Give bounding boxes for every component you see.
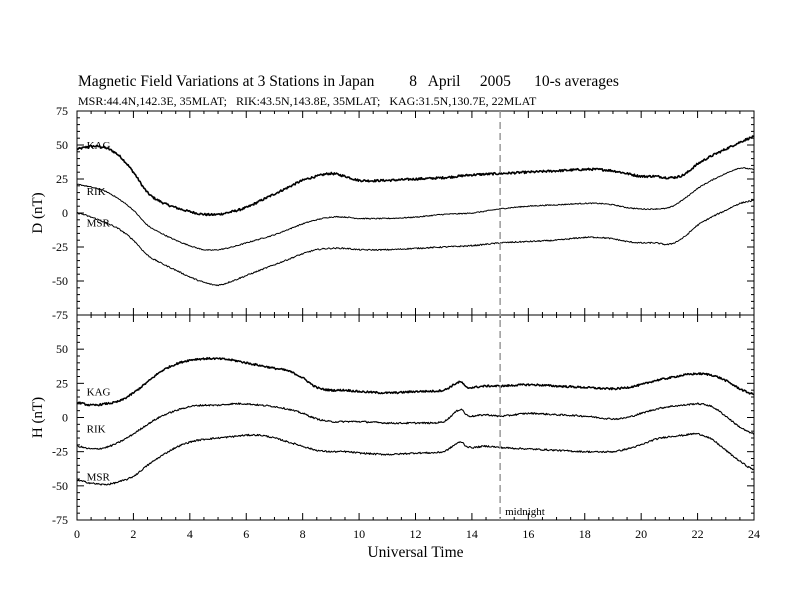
series-layer xyxy=(76,135,755,486)
station-coordinates: MSR:44.4N,142.3E, 35MLAT; RIK:43.5N,143.… xyxy=(78,94,537,108)
y-tick-label: 0 xyxy=(62,411,68,425)
series-line-msr-panel-2 xyxy=(76,432,755,486)
x-axis-label: Universal Time xyxy=(367,544,463,561)
x-tick-label: 16 xyxy=(522,527,534,541)
y-axis-label: D (nT) xyxy=(30,192,46,233)
y-tick-label: 25 xyxy=(56,376,68,390)
x-tick-label: 20 xyxy=(635,527,647,541)
series-label-kag: KAG xyxy=(87,387,111,399)
series-line-kag-panel-2 xyxy=(76,356,755,407)
series-line-rik-panel-1 xyxy=(76,167,755,251)
title-month: April xyxy=(427,73,461,90)
y-axis-label: H (nT) xyxy=(30,397,46,438)
x-tick-label: 10 xyxy=(353,527,365,541)
y-tick-label: -25 xyxy=(52,445,68,459)
x-tick-label: 24 xyxy=(748,527,760,541)
midnight-label: midnight xyxy=(505,506,545,518)
y-tick-label: 25 xyxy=(56,172,68,186)
series-label-rik: RIK xyxy=(87,423,106,435)
x-tick-label: 14 xyxy=(466,527,478,541)
label-layer: KAG RIK MSR KAG RIK MSR midnight xyxy=(87,111,545,520)
y-tick-label: 75 xyxy=(56,104,68,118)
y-tick-label: -25 xyxy=(52,240,68,254)
x-tick-label: 6 xyxy=(243,527,249,541)
title-text: Magnetic Field Variations at 3 Stations … xyxy=(78,73,375,90)
x-tick-label: 12 xyxy=(410,527,422,541)
panel-frame-1 xyxy=(76,110,755,316)
series-label-kag: KAG xyxy=(87,140,111,152)
x-tick-label: 18 xyxy=(579,527,591,541)
x-tick-label: 8 xyxy=(300,527,306,541)
series-label-rik: RIK xyxy=(87,186,106,198)
chart-title: Magnetic Field Variations at 3 Stations … xyxy=(78,73,619,91)
y-tick-label: -75 xyxy=(52,513,68,527)
series-label-msr: MSR xyxy=(87,471,111,483)
series-line-rik-panel-2 xyxy=(76,402,755,450)
x-tick-label: 0 xyxy=(74,527,80,541)
x-tick-label: 4 xyxy=(187,527,193,541)
series-line-msr-panel-1 xyxy=(76,199,755,287)
panel-frame-2 xyxy=(76,314,755,521)
title-year: 2005 xyxy=(479,73,511,90)
y-tick-label: 50 xyxy=(56,342,68,356)
x-tick-label: 2 xyxy=(130,527,136,541)
series-line-kag-panel-1 xyxy=(76,135,755,217)
title-averaging: 10-s averages xyxy=(534,73,619,90)
x-tick-label: 22 xyxy=(692,527,704,541)
title-day: 8 xyxy=(409,73,417,90)
y-tick-label: -50 xyxy=(52,274,68,288)
series-label-msr: MSR xyxy=(87,218,111,230)
y-tick-label: 0 xyxy=(62,206,68,220)
y-tick-label: -75 xyxy=(52,308,68,322)
axes-layer: 75 50 25 0 -25 -50 -75 D (nT) 50 25 0 -25 -50 -75 H (n… xyxy=(30,104,760,561)
y-tick-label: 50 xyxy=(56,138,68,152)
y-tick-label: -50 xyxy=(52,479,68,493)
